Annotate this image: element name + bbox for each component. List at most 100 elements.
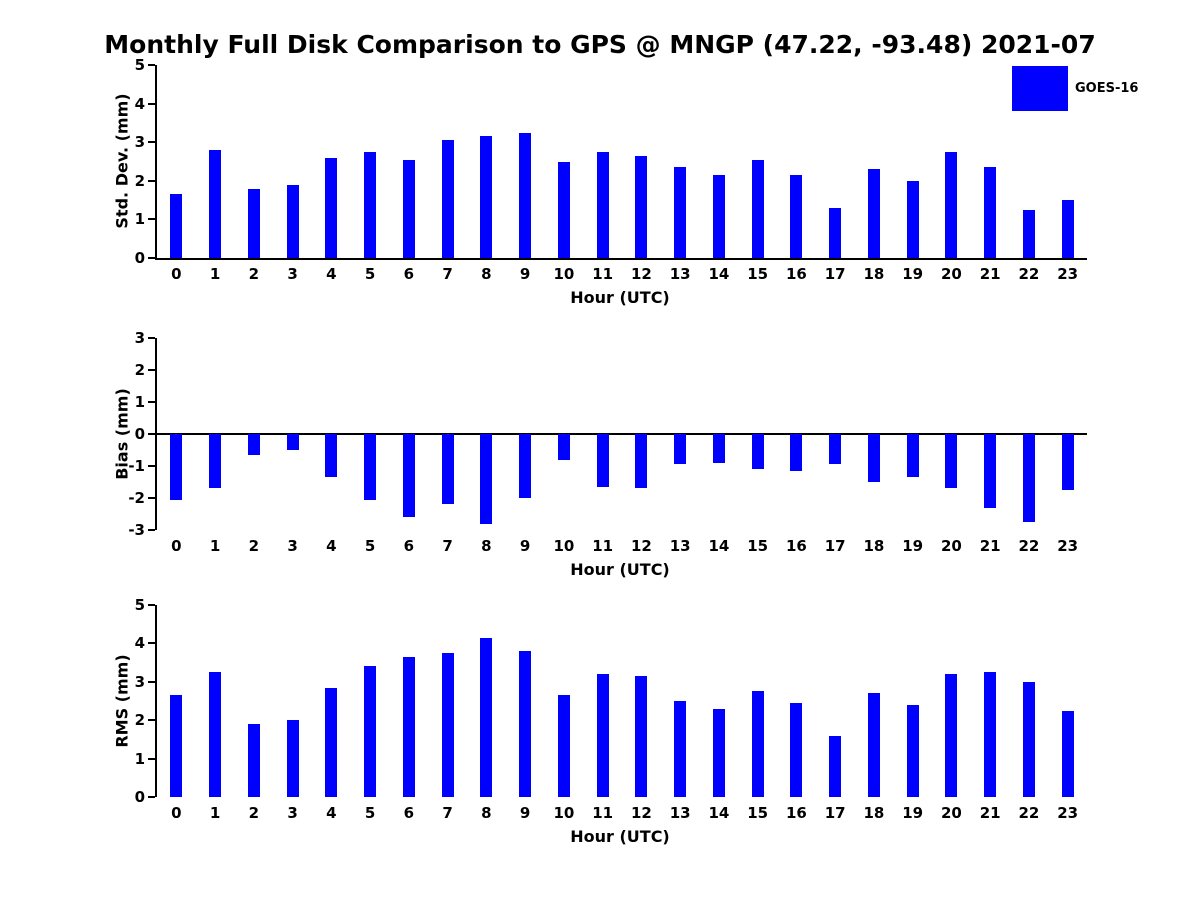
x-tick-label: 7 <box>442 537 453 555</box>
y-tick-mark <box>148 218 155 221</box>
x-tick-label: 21 <box>979 265 1001 283</box>
bar-hour-23 <box>1061 434 1074 490</box>
bar-hour-14 <box>712 708 725 797</box>
bar-hour-1 <box>209 434 222 489</box>
x-tick-label: 19 <box>902 537 924 555</box>
x-tick-label: 9 <box>519 265 531 283</box>
y-tick-label: 2 <box>134 171 145 190</box>
x-tick-label: 4 <box>326 804 337 822</box>
bar-hour-9 <box>519 651 532 797</box>
x-tick-label: 3 <box>287 804 298 822</box>
x-tick-label: 18 <box>863 265 885 283</box>
stddev-plot-area: 0 1 2 3 4 5 0 1 2 3 4 5 6 7 8 9 10 11 12 13 14 15 16 17 18 19 20 21… <box>135 56 1087 283</box>
bar-hour-3 <box>286 184 299 258</box>
x-tick-label: 18 <box>863 537 885 555</box>
x-tick-label: 14 <box>708 804 730 822</box>
bar-hour-6 <box>402 656 415 797</box>
y-tick-mark <box>148 433 155 435</box>
bar-hour-16 <box>790 702 803 797</box>
bar-hour-0 <box>170 695 183 797</box>
x-tick-label: 13 <box>669 804 691 822</box>
y-tick-label: 3 <box>134 133 145 152</box>
x-tick-label: 6 <box>403 537 415 555</box>
x-tick-label: 11 <box>592 537 614 555</box>
bar-hour-20 <box>945 434 958 489</box>
bar-hour-16 <box>790 434 803 471</box>
bar-hour-2 <box>247 188 260 258</box>
x-tick-label: 5 <box>364 265 376 283</box>
x-tick-label: 10 <box>553 537 575 555</box>
bar-hour-11 <box>596 674 609 797</box>
x-tick-label: 5 <box>364 537 376 555</box>
bar-hour-7 <box>441 653 454 797</box>
x-tick-label: 14 <box>708 537 730 555</box>
bar-hour-22 <box>1022 209 1035 258</box>
bar-hour-12 <box>635 676 648 797</box>
x-tick-label: 18 <box>863 804 885 822</box>
x-tick-label: 2 <box>248 537 260 555</box>
bar-hour-6 <box>402 434 415 518</box>
bar-hour-19 <box>906 704 919 797</box>
x-tick-label: 13 <box>669 537 691 555</box>
bar-hour-22 <box>1022 681 1035 797</box>
x-tick-label: 0 <box>171 265 182 283</box>
bar-hour-13 <box>674 167 687 258</box>
bar-hour-13 <box>674 701 687 797</box>
bias-x-axis-label: Hour (UTC) <box>570 560 670 579</box>
bar-hour-3 <box>286 434 299 450</box>
bar-hour-17 <box>829 434 842 465</box>
x-tick-label: 8 <box>481 804 492 822</box>
x-tick-label: 11 <box>592 265 614 283</box>
bar-hour-4 <box>325 687 338 797</box>
y-tick-label: -2 <box>128 489 145 507</box>
x-tick-label: 1 <box>209 265 221 283</box>
x-tick-label: 2 <box>248 804 260 822</box>
bar-hour-21 <box>984 434 997 508</box>
x-tick-label: 21 <box>979 537 1001 555</box>
bar-hour-5 <box>364 151 377 258</box>
x-tick-label: 20 <box>940 537 962 555</box>
x-tick-label: 17 <box>824 537 846 555</box>
bar-hour-5 <box>364 666 377 797</box>
x-tick-label: 23 <box>1057 537 1079 555</box>
y-tick-mark <box>148 141 155 144</box>
bar-hour-7 <box>441 434 454 505</box>
y-tick-mark <box>148 529 155 531</box>
bar-hour-19 <box>906 180 919 258</box>
x-tick-label: 6 <box>403 265 415 283</box>
x-tick-label: 16 <box>785 537 807 555</box>
y-tick-label: 0 <box>134 788 145 806</box>
x-tick-label: 23 <box>1057 265 1079 283</box>
y-tick-mark <box>148 369 155 371</box>
x-tick-label: 12 <box>630 804 652 822</box>
x-tick-label: 15 <box>747 265 769 283</box>
bar-hour-10 <box>557 161 570 258</box>
bar-hour-2 <box>247 724 260 797</box>
bar-hour-20 <box>945 674 958 797</box>
x-tick-label: 5 <box>364 804 376 822</box>
x-tick-label: 9 <box>519 804 531 822</box>
y-tick-mark <box>148 757 155 760</box>
y-tick-mark <box>148 337 155 339</box>
x-tick-label: 0 <box>171 537 182 555</box>
x-tick-label: 4 <box>326 265 337 283</box>
bar-hour-0 <box>170 194 183 258</box>
y-tick-mark <box>148 642 155 645</box>
y-tick-label: 0 <box>134 249 145 267</box>
y-tick-mark <box>148 604 155 606</box>
bar-hour-8 <box>480 136 493 258</box>
bar-hour-4 <box>325 157 338 258</box>
bar-hour-12 <box>635 434 648 489</box>
y-tick-mark <box>148 179 155 182</box>
x-tick-label: 20 <box>940 804 962 822</box>
x-tick-label: 11 <box>592 804 614 822</box>
stddev-x-axis-label: Hour (UTC) <box>570 288 670 307</box>
bar-hour-17 <box>829 207 842 258</box>
x-tick-label: 21 <box>979 804 1001 822</box>
bar-hour-8 <box>480 434 493 524</box>
y-tick-label: 1 <box>134 749 145 768</box>
x-tick-label: 3 <box>287 265 298 283</box>
x-tick-label: 22 <box>1018 537 1040 555</box>
bar-hour-6 <box>402 159 415 258</box>
